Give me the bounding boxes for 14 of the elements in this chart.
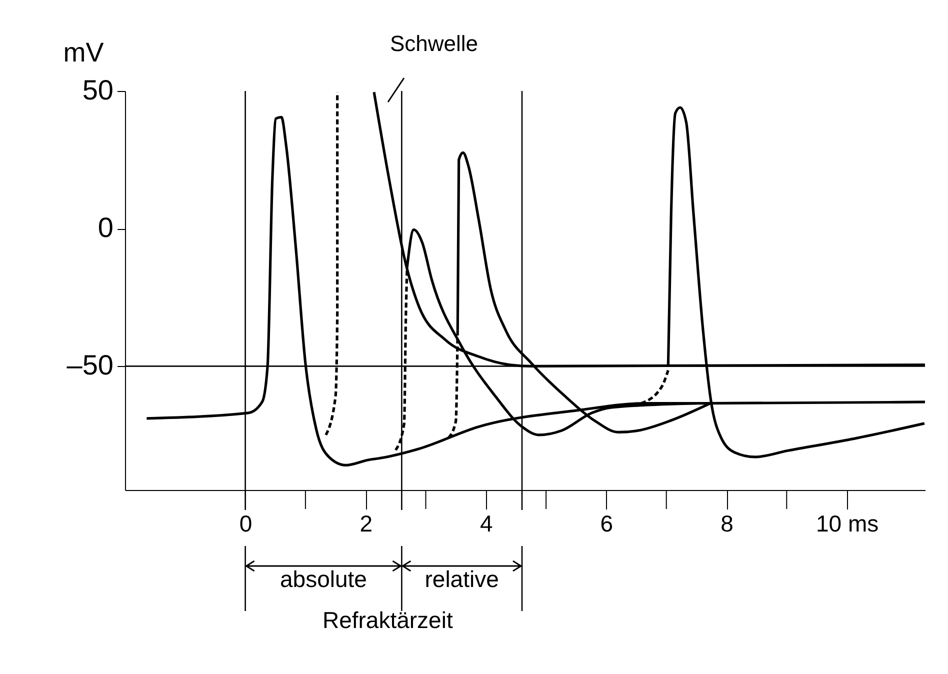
text: Schwelle (390, 30, 478, 56)
x-tick-label: 8 (720, 510, 734, 536)
x-tick-label: 0 (239, 510, 252, 536)
y-tick-label: 0 (98, 212, 114, 244)
y-tick-label: 50 (82, 74, 114, 106)
text: relative (424, 566, 499, 592)
y-axis-title: mV (63, 38, 104, 68)
x-tick-label: 6 (600, 510, 614, 536)
y-tick-label: –50 (66, 350, 114, 381)
text: absolute (280, 566, 367, 592)
x-tick-label: 10 ms (816, 510, 879, 536)
x-tick-label: 2 (360, 510, 372, 536)
text: Refraktärzeit (322, 607, 454, 634)
x-tick-label: 4 (480, 510, 494, 536)
